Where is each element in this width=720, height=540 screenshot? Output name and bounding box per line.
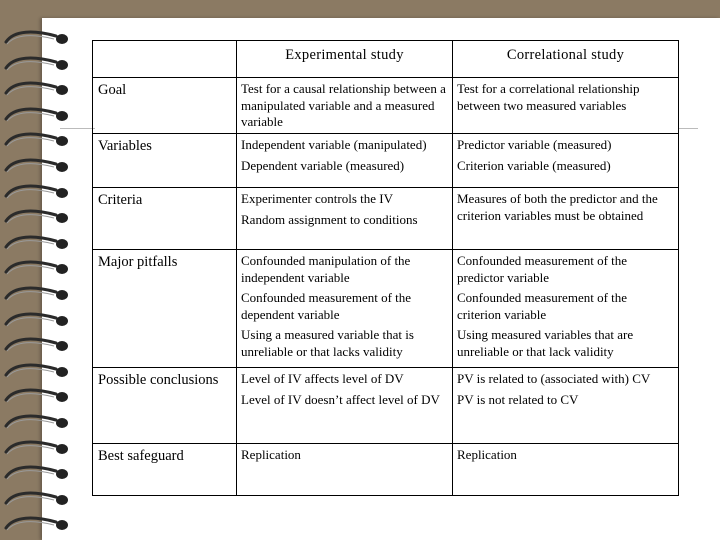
- cell-text: Predictor variable (measured): [457, 137, 612, 152]
- spiral-ring-icon: [4, 337, 68, 352]
- spiral-ring-icon: [4, 312, 68, 326]
- correlational-cell: Measures of both the predictor and the c…: [452, 187, 679, 250]
- experimental-cell: Independent variable (manipulated) Depend…: [236, 133, 453, 188]
- cell-text: Confounded measurement of the dependent …: [241, 290, 412, 322]
- spiral-ring-icon: [4, 30, 68, 45]
- table-row: Criteria Experimenter controls the IV Rand…: [92, 187, 679, 250]
- table-row: Variables Independent variable (manipulat…: [92, 133, 679, 188]
- cell-text: Criterion variable (measured): [457, 157, 611, 173]
- spiral-ring-icon: [4, 465, 68, 480]
- spiral-binding: [0, 18, 80, 540]
- spiral-ring-icon: [4, 107, 68, 122]
- correlational-cell: Test for a correlational relationship be…: [452, 77, 679, 134]
- row-label: Possible conclusions: [92, 367, 237, 444]
- spiral-ring-icon: [4, 286, 68, 301]
- spiral-ring-icon: [4, 388, 68, 403]
- table-header-row: Experimental study Correlational study: [92, 40, 679, 78]
- header-correlational-study: Correlational study: [452, 40, 679, 78]
- header-blank-cell: [92, 40, 237, 78]
- table-row: Major pitfalls Confounded manipulation of…: [92, 249, 679, 368]
- experimental-cell: Level of IV affects level of DV Level of …: [236, 367, 453, 444]
- spiral-ring-icon: [4, 81, 68, 96]
- table-row: Goal Test for a causal relationship betwe…: [92, 77, 679, 134]
- correlational-cell: Replication: [452, 443, 679, 496]
- cell-text: Confounded measurement of the predictor …: [457, 253, 628, 285]
- spiral-ring-icon: [4, 440, 68, 454]
- row-label: Goal: [92, 77, 237, 134]
- spiral-ring-icon: [4, 209, 68, 224]
- spiral-ring-icon: [4, 132, 68, 147]
- spiral-ring-icon: [4, 184, 68, 198]
- cell-text: PV is not related to CV: [457, 391, 579, 407]
- cell-text: Dependent variable (measured): [241, 157, 405, 173]
- spiral-ring-icon: [4, 56, 68, 70]
- spiral-ring-icon: [4, 491, 68, 506]
- cell-text: Confounded measurement of the criterion …: [457, 290, 628, 322]
- table-row: Possible conclusions Level of IV affects …: [92, 367, 679, 444]
- spiral-ring-icon: [4, 158, 68, 173]
- cell-text: Random assignment to conditions: [241, 211, 418, 227]
- cell-text: Independent variable (manipulated): [241, 137, 427, 152]
- cell-text: Test for a correlational relationship be…: [457, 81, 640, 113]
- cell-text: Level of IV doesn’t affect level of DV: [241, 391, 440, 407]
- cell-text: Replication: [241, 447, 301, 462]
- cell-text: Confounded manipulation of the independe…: [241, 253, 411, 285]
- spiral-ring-icon: [4, 414, 68, 429]
- cell-text: Measures of both the predictor and the c…: [457, 191, 658, 223]
- cell-text: PV is related to (associated with) CV: [457, 371, 651, 386]
- spiral-ring-icon: [4, 260, 68, 275]
- row-label: Variables: [92, 133, 237, 188]
- spiral-ring-icon: [4, 235, 68, 250]
- cell-text: Level of IV affects level of DV: [241, 371, 404, 386]
- table-row: Best safeguard Replication Replication: [92, 443, 679, 496]
- spiral-ring-icon: [4, 363, 68, 378]
- cell-text: Using measured variables that are unreli…: [457, 327, 634, 359]
- correlational-cell: PV is related to (associated with) CV PV …: [452, 367, 679, 444]
- spiral-ring-icon: [4, 516, 68, 531]
- cell-text: Test for a causal relationship between a…: [241, 81, 446, 129]
- cell-text: Using a measured variable that is unreli…: [241, 327, 414, 359]
- divider-line: [678, 128, 698, 129]
- row-label: Criteria: [92, 187, 237, 250]
- row-label: Best safeguard: [92, 443, 237, 496]
- correlational-cell: Confounded measurement of the predictor …: [452, 249, 679, 368]
- experimental-cell: Experimenter controls the IV Random assig…: [236, 187, 453, 250]
- header-experimental-study: Experimental study: [236, 40, 453, 78]
- row-label: Major pitfalls: [92, 249, 237, 368]
- comparison-table: Experimental study Correlational study G…: [92, 40, 679, 496]
- experimental-cell: Replication: [236, 443, 453, 496]
- experimental-cell: Test for a causal relationship between a…: [236, 77, 453, 134]
- cell-text: Replication: [457, 447, 517, 462]
- correlational-cell: Predictor variable (measured) Criterion v…: [452, 133, 679, 188]
- experimental-cell: Confounded manipulation of the independe…: [236, 249, 453, 368]
- divider-line: [60, 128, 95, 129]
- cell-text: Experimenter controls the IV: [241, 191, 393, 206]
